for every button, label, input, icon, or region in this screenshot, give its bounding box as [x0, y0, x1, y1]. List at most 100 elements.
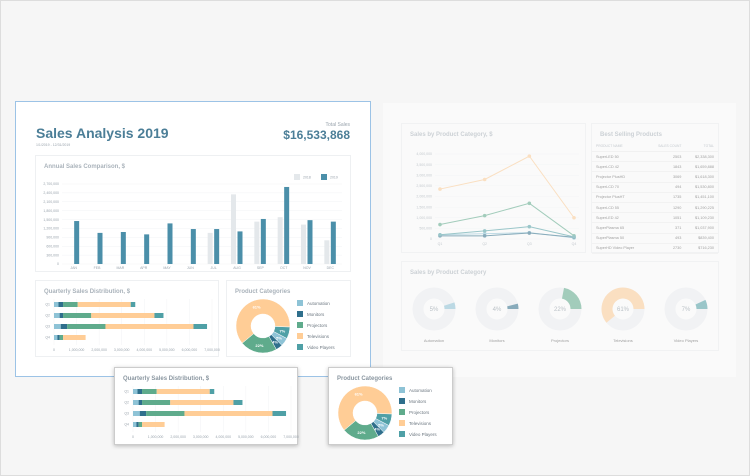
legend-item-automation[interactable]: Automation: [399, 387, 437, 393]
bar-segment-Televisions-Q2: [91, 313, 155, 318]
x-tick-label: MAY: [163, 266, 171, 270]
bar-segment-Automation-Q2: [54, 313, 60, 318]
bar-segment-Video Players-Q1: [130, 302, 136, 307]
bar-2019-DEC: [330, 221, 336, 264]
legend-item-televisions[interactable]: Televisions: [297, 333, 335, 339]
bar-segment-Automation-Q2: [133, 400, 139, 405]
legend-swatch: [297, 300, 303, 306]
legend-item-monitors[interactable]: Monitors: [399, 398, 437, 404]
annual-sales-card: Annual Sales Comparison, $ 0 300,000 600,0…: [35, 155, 351, 272]
product-dashboard-panel[interactable]: Sales by Product Category, $ 0 500,000 1,0…: [383, 103, 736, 377]
best-selling-card: Best Selling Products PRODUCT NAME SALES…: [591, 123, 719, 254]
quarterly-sales-chart: 0 1,000,000 2,000,000 3,000,000 4,000,000 5,0…: [124, 386, 299, 439]
sales-count: 1843: [647, 161, 686, 173]
bar-segment-Monitors-Q3: [60, 324, 68, 329]
legend-label: Televisions: [409, 420, 432, 426]
x-tick-label: 7,000,000: [283, 435, 299, 439]
bar-2018-AUG: [231, 194, 236, 264]
product-categories-drag-preview[interactable]: Product Categories 61% 7% 5% 4% 22% Automati…: [328, 367, 453, 445]
legend-label: Projectors: [307, 322, 328, 328]
legend-item-video-players[interactable]: Video Players: [399, 431, 437, 437]
total: $839,400: [685, 233, 718, 244]
y-tick-label: 4,000,000: [416, 152, 432, 156]
table-row[interactable]: SuperLED 50 2503 $2,338,300: [592, 151, 718, 163]
bar-2018-JUL: [207, 232, 213, 264]
quarterly-sales-drag-preview[interactable]: Quarterly Sales Distribution, $ 0 1,000,0…: [114, 367, 299, 445]
quarterly-sales-title: Quarterly Sales Distribution, $: [123, 376, 210, 382]
total-sales-value: $16,533,868: [283, 128, 350, 142]
table-row[interactable]: Projector PlusHD 3069 $1,618,300: [592, 171, 718, 183]
bar-segment-Projectors-Q1: [63, 302, 78, 307]
bar-2019-MAR: [120, 232, 126, 264]
x-tick-label: Q3: [527, 242, 532, 246]
x-tick-label: 4,000,000: [136, 348, 152, 352]
total: $1,037,900: [685, 222, 718, 234]
legend-item-monitors[interactable]: Monitors: [297, 311, 335, 317]
bar-segment-Video Players-Q2: [233, 400, 243, 405]
point-Video Players-Q1: [438, 232, 442, 237]
y-tick-label: Q3: [45, 325, 50, 329]
table-row[interactable]: SuperLCD 42 1843 $1,659,888: [592, 161, 718, 173]
legend-item-video-players[interactable]: Video Players: [297, 344, 335, 350]
col-total[interactable]: TOTAL: [685, 141, 718, 152]
legend-swatch: [297, 344, 303, 350]
legend-label-2018: 2018: [303, 176, 311, 180]
bar-2019-APR: [144, 234, 150, 264]
bar-segment-Projectors-Q1: [142, 389, 157, 394]
bar-segment-Video Players-Q1: [209, 389, 215, 394]
point-Projectors-Q3: [527, 201, 532, 206]
table-row[interactable]: SuperPlasma 50 493 $839,400: [592, 233, 718, 244]
point-Monitors-Q3: [527, 231, 532, 235]
table-row[interactable]: SuperLCD 70 494 $1,530,800: [592, 182, 718, 193]
quarterly-sales-title: Quarterly Sales Distribution, $: [44, 289, 131, 295]
x-tick-label: 1,000,000: [69, 348, 85, 352]
legend-item-projectors[interactable]: Projectors: [297, 322, 335, 328]
table-row[interactable]: Projector PlusHT 1735 $1,451,100: [592, 192, 718, 203]
legend-swatch-2018: [294, 174, 300, 180]
annual-sales-chart: 0 300,000 600,000 900,000 1,200,000 1,500,000…: [43, 174, 342, 270]
line-Projectors: [439, 202, 575, 237]
x-tick-label: 0: [132, 435, 134, 439]
product-categories-title: Product Categories: [337, 376, 393, 382]
sales-dashboard-panel[interactable]: Sales Analysis 2019 1/1/2019 - 12/31/201…: [15, 101, 371, 377]
bar-segment-Projectors-Q2: [142, 400, 171, 405]
y-tick-label: 1,200,000: [43, 227, 59, 231]
col-sales-count[interactable]: SALES COUNT: [647, 141, 686, 152]
category-donuts-card: Sales by Product Category 5% Automation 4%…: [401, 261, 719, 351]
legend-item-televisions[interactable]: Televisions: [399, 420, 437, 426]
bar-2019-JAN: [74, 221, 80, 264]
table-row[interactable]: SuperPlasma 65 371 $1,037,900: [592, 222, 718, 234]
legend-swatch: [399, 431, 405, 437]
bar-segment-Monitors-Q2: [59, 313, 64, 318]
line-Televisions: [439, 155, 575, 219]
sales-count: 1290: [647, 202, 686, 214]
legend-item-projectors[interactable]: Projectors: [399, 409, 437, 415]
legend-item-automation[interactable]: Automation: [297, 300, 335, 306]
bar-2019-JUL: [214, 229, 220, 264]
table-row[interactable]: SuperLCD 55 1290 $1,290,225: [592, 202, 718, 214]
table-row[interactable]: SuperLED 42 1051 $1,109,230: [592, 212, 718, 224]
col-product-name[interactable]: PRODUCT NAME: [592, 141, 648, 152]
point-Monitors-Q2: [482, 234, 487, 238]
sales-count: 2730: [647, 243, 686, 254]
x-tick-label: 0: [53, 348, 55, 352]
point-Televisions-Q1: [438, 187, 442, 191]
bar-segment-Automation-Q4: [133, 422, 137, 427]
y-tick-label: 2,000,000: [416, 195, 432, 199]
date-range: 1/1/2019 - 12/31/2019: [36, 143, 71, 147]
bar-segment-Automation-Q1: [133, 389, 138, 394]
pie-slice-label: 4%: [374, 426, 380, 431]
table-row[interactable]: SuperHD Video Player 2730 $716,230: [592, 243, 718, 254]
pie-slice-label: 7%: [381, 415, 387, 420]
x-tick-label: NOV: [303, 266, 311, 270]
x-tick-label: 3,000,000: [114, 348, 130, 352]
pie-legend: Automation Monitors Projectors Televisions V…: [297, 300, 335, 355]
bar-segment-Televisions-Q4: [142, 422, 165, 427]
line-Monitors: [440, 232, 575, 238]
product-name: SuperPlasma 65: [592, 222, 648, 234]
total: $716,230: [685, 243, 718, 254]
y-tick-label: 500,000: [419, 227, 432, 231]
pie-slice-label: 61%: [355, 391, 363, 396]
product-name: SuperLCD 42: [592, 161, 648, 173]
quarterly-sales-chart: 0 1,000,000 2,000,000 3,000,000 4,000,000 5,0…: [45, 299, 220, 352]
